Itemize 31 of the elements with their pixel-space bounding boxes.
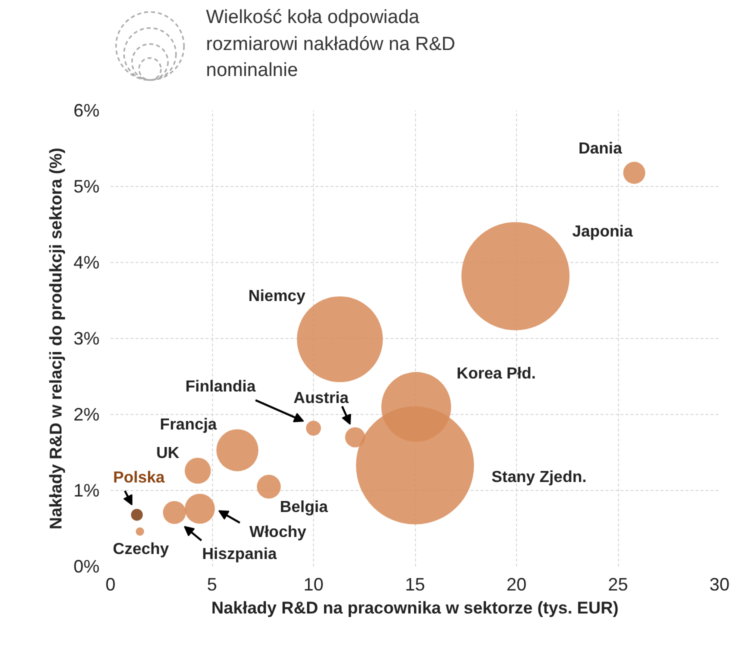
x-tick-label: 10 (303, 574, 324, 594)
text: Wielkość koła odpowiada rozmiarowi nakładów na R&D nominalnie (206, 6, 456, 84)
annotation: Japonia (572, 224, 633, 241)
annotation: Belgia (280, 499, 328, 516)
y-axis-title: Nakłady R&D w relacji do produkcji sektora (%) (46, 148, 66, 530)
x-tick-label: 25 (608, 574, 628, 594)
annotation: Hiszpania (202, 546, 277, 564)
x-tick-label: 5 (206, 574, 218, 594)
x-tick-label: 20 (506, 574, 527, 594)
x-tick-label: 15 (404, 574, 426, 594)
annotation: Korea Płd. (456, 365, 536, 382)
annotation: Polska (113, 469, 165, 486)
y-tick-label: 2% (73, 404, 100, 424)
annotation: Włochy (249, 524, 306, 542)
annotation: Austria (294, 390, 349, 407)
x-tick-label: 30 (709, 574, 730, 594)
annotation: Dania (578, 140, 622, 158)
annotation: Czechy (112, 541, 170, 558)
annotation: Stany Zjedn. (491, 468, 587, 486)
x-tick-label: 0 (105, 574, 116, 594)
y-tick-label: 5% (73, 176, 100, 196)
x-axis-title: Nakłady R&D na pracownika w sektorze (tys. EUR) (211, 598, 619, 618)
y-tick-label: 1% (73, 480, 100, 500)
annotation: UK (156, 445, 180, 462)
y-tick-label: 3% (73, 328, 100, 348)
annotation: Niemcy (248, 288, 306, 305)
y-tick-label: 6% (73, 100, 100, 120)
y-tick-label: 4% (73, 252, 100, 272)
annotation: Finlandia (185, 378, 256, 396)
y-tick-label: 0% (73, 556, 100, 576)
annotation: Francja (160, 416, 217, 434)
